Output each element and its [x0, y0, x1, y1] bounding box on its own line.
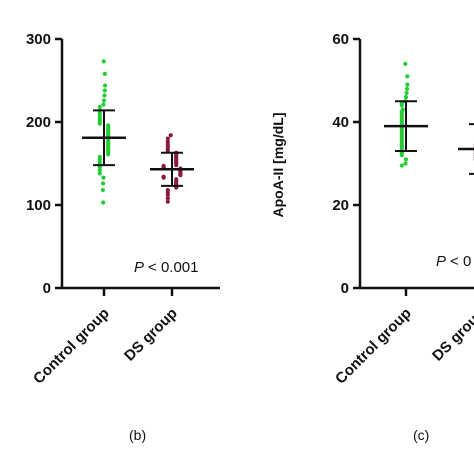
ds-point [168, 133, 173, 138]
control-point [102, 93, 107, 98]
control-point [102, 71, 107, 76]
ds-point [165, 136, 170, 141]
x-category-label: Control group [30, 305, 113, 388]
panel-c: 0 20 40 60 Control group DS group ApoA-II [m… [270, 31, 474, 443]
control-point [101, 175, 106, 180]
control-point [399, 153, 404, 158]
panel-b-points [97, 59, 183, 205]
ds-point [178, 173, 183, 178]
control-point [403, 157, 409, 162]
panel-c-y-ticks: 0 20 40 60 [332, 31, 360, 297]
y-tick-label: 60 [332, 31, 349, 48]
control-point [100, 187, 106, 193]
control-point [106, 152, 111, 157]
panel-b-x-ticks: Control group DS group [30, 288, 181, 388]
control-point [405, 74, 410, 79]
control-point [97, 121, 102, 126]
control-point [404, 86, 410, 91]
panel-c-label: (c) [413, 427, 429, 443]
x-category-label: DS group [429, 305, 474, 365]
control-point [101, 59, 106, 64]
control-point [97, 104, 102, 110]
y-tick-label: 200 [26, 114, 51, 131]
panel-b-label: (b) [129, 427, 146, 443]
control-point [403, 161, 408, 166]
control-point [399, 103, 404, 108]
ds-point [165, 199, 170, 204]
panel-c-p-symbol: P [436, 253, 446, 270]
panel-b: 0 100 200 300 Control group DS group P < 0.00… [26, 31, 220, 443]
ds-point [174, 163, 179, 168]
x-category-label: Control group [332, 305, 415, 388]
y-tick-label: 20 [332, 197, 349, 214]
ds-point [165, 196, 170, 201]
panel-c-error-bars [384, 100, 474, 175]
panel-b-p-symbol: P [134, 259, 144, 276]
panel-b-p-text: < 0.001 [148, 259, 198, 276]
control-point [403, 61, 408, 66]
panel-c-y-axis-label: ApoA-II [mg/dL] [270, 113, 286, 218]
panel-c-p-value: P < 0 [436, 253, 471, 270]
control-point [97, 171, 102, 176]
y-tick-label: 0 [43, 280, 51, 297]
panel-c-points [399, 61, 474, 168]
control-point [101, 98, 107, 103]
panel-b-p-value: P < 0.001 [134, 259, 198, 276]
y-tick-label: 0 [341, 280, 349, 297]
control-point [97, 168, 102, 173]
control-point [101, 102, 106, 107]
control-point [101, 200, 106, 205]
control-point [102, 88, 107, 93]
panel-c-x-ticks: Control group DS group [332, 288, 474, 388]
panel-c-p-text: < 0 [450, 253, 471, 270]
panel-b-error-bars [82, 109, 194, 187]
control-point [404, 90, 409, 96]
control-point [405, 82, 410, 87]
control-point [403, 95, 409, 100]
y-tick-label: 300 [26, 31, 51, 48]
ds-point [165, 192, 170, 198]
ds-point [161, 175, 166, 180]
control-point [102, 83, 108, 88]
y-tick-label: 100 [26, 197, 51, 214]
control-point [101, 181, 106, 186]
control-point [399, 163, 404, 168]
panel-b-y-ticks: 0 100 200 300 [26, 31, 62, 297]
y-tick-label: 40 [332, 114, 349, 131]
x-category-label: DS group [121, 305, 181, 365]
